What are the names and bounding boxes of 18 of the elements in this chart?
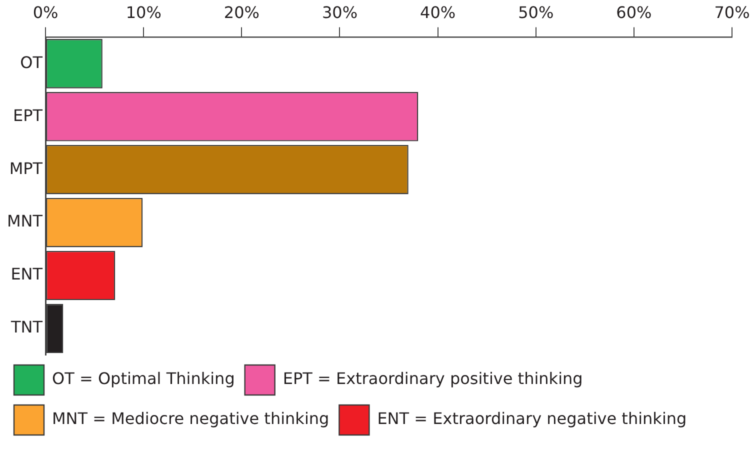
x-tick-label: 10%: [126, 2, 162, 22]
y-tick-label: MNT: [7, 212, 43, 231]
x-tick-label: 50%: [518, 2, 554, 22]
x-tick-label: 70%: [714, 2, 750, 22]
x-tick-label: 0%: [32, 2, 58, 22]
x-tick-label: 20%: [224, 2, 260, 22]
y-tick-label: TNT: [10, 318, 43, 337]
y-tick-label: OT: [20, 52, 43, 72]
legend-label: OT = Optimal Thinking: [52, 369, 235, 388]
x-tick-label: 60%: [616, 2, 652, 22]
y-tick-label: EPT: [13, 106, 43, 125]
x-tick-label: 30%: [322, 2, 358, 22]
legend-label: MNT = Mediocre negative thinking: [52, 409, 330, 428]
legend-label: EPT = Extraordinary positive thinking: [282, 369, 583, 388]
y-tick-label: MPT: [9, 158, 43, 178]
x-tick-label: 40%: [420, 2, 456, 22]
y-tick-label: ENT: [10, 264, 43, 284]
legend-label: ENT = Extraordinary negative thinking: [377, 409, 687, 428]
